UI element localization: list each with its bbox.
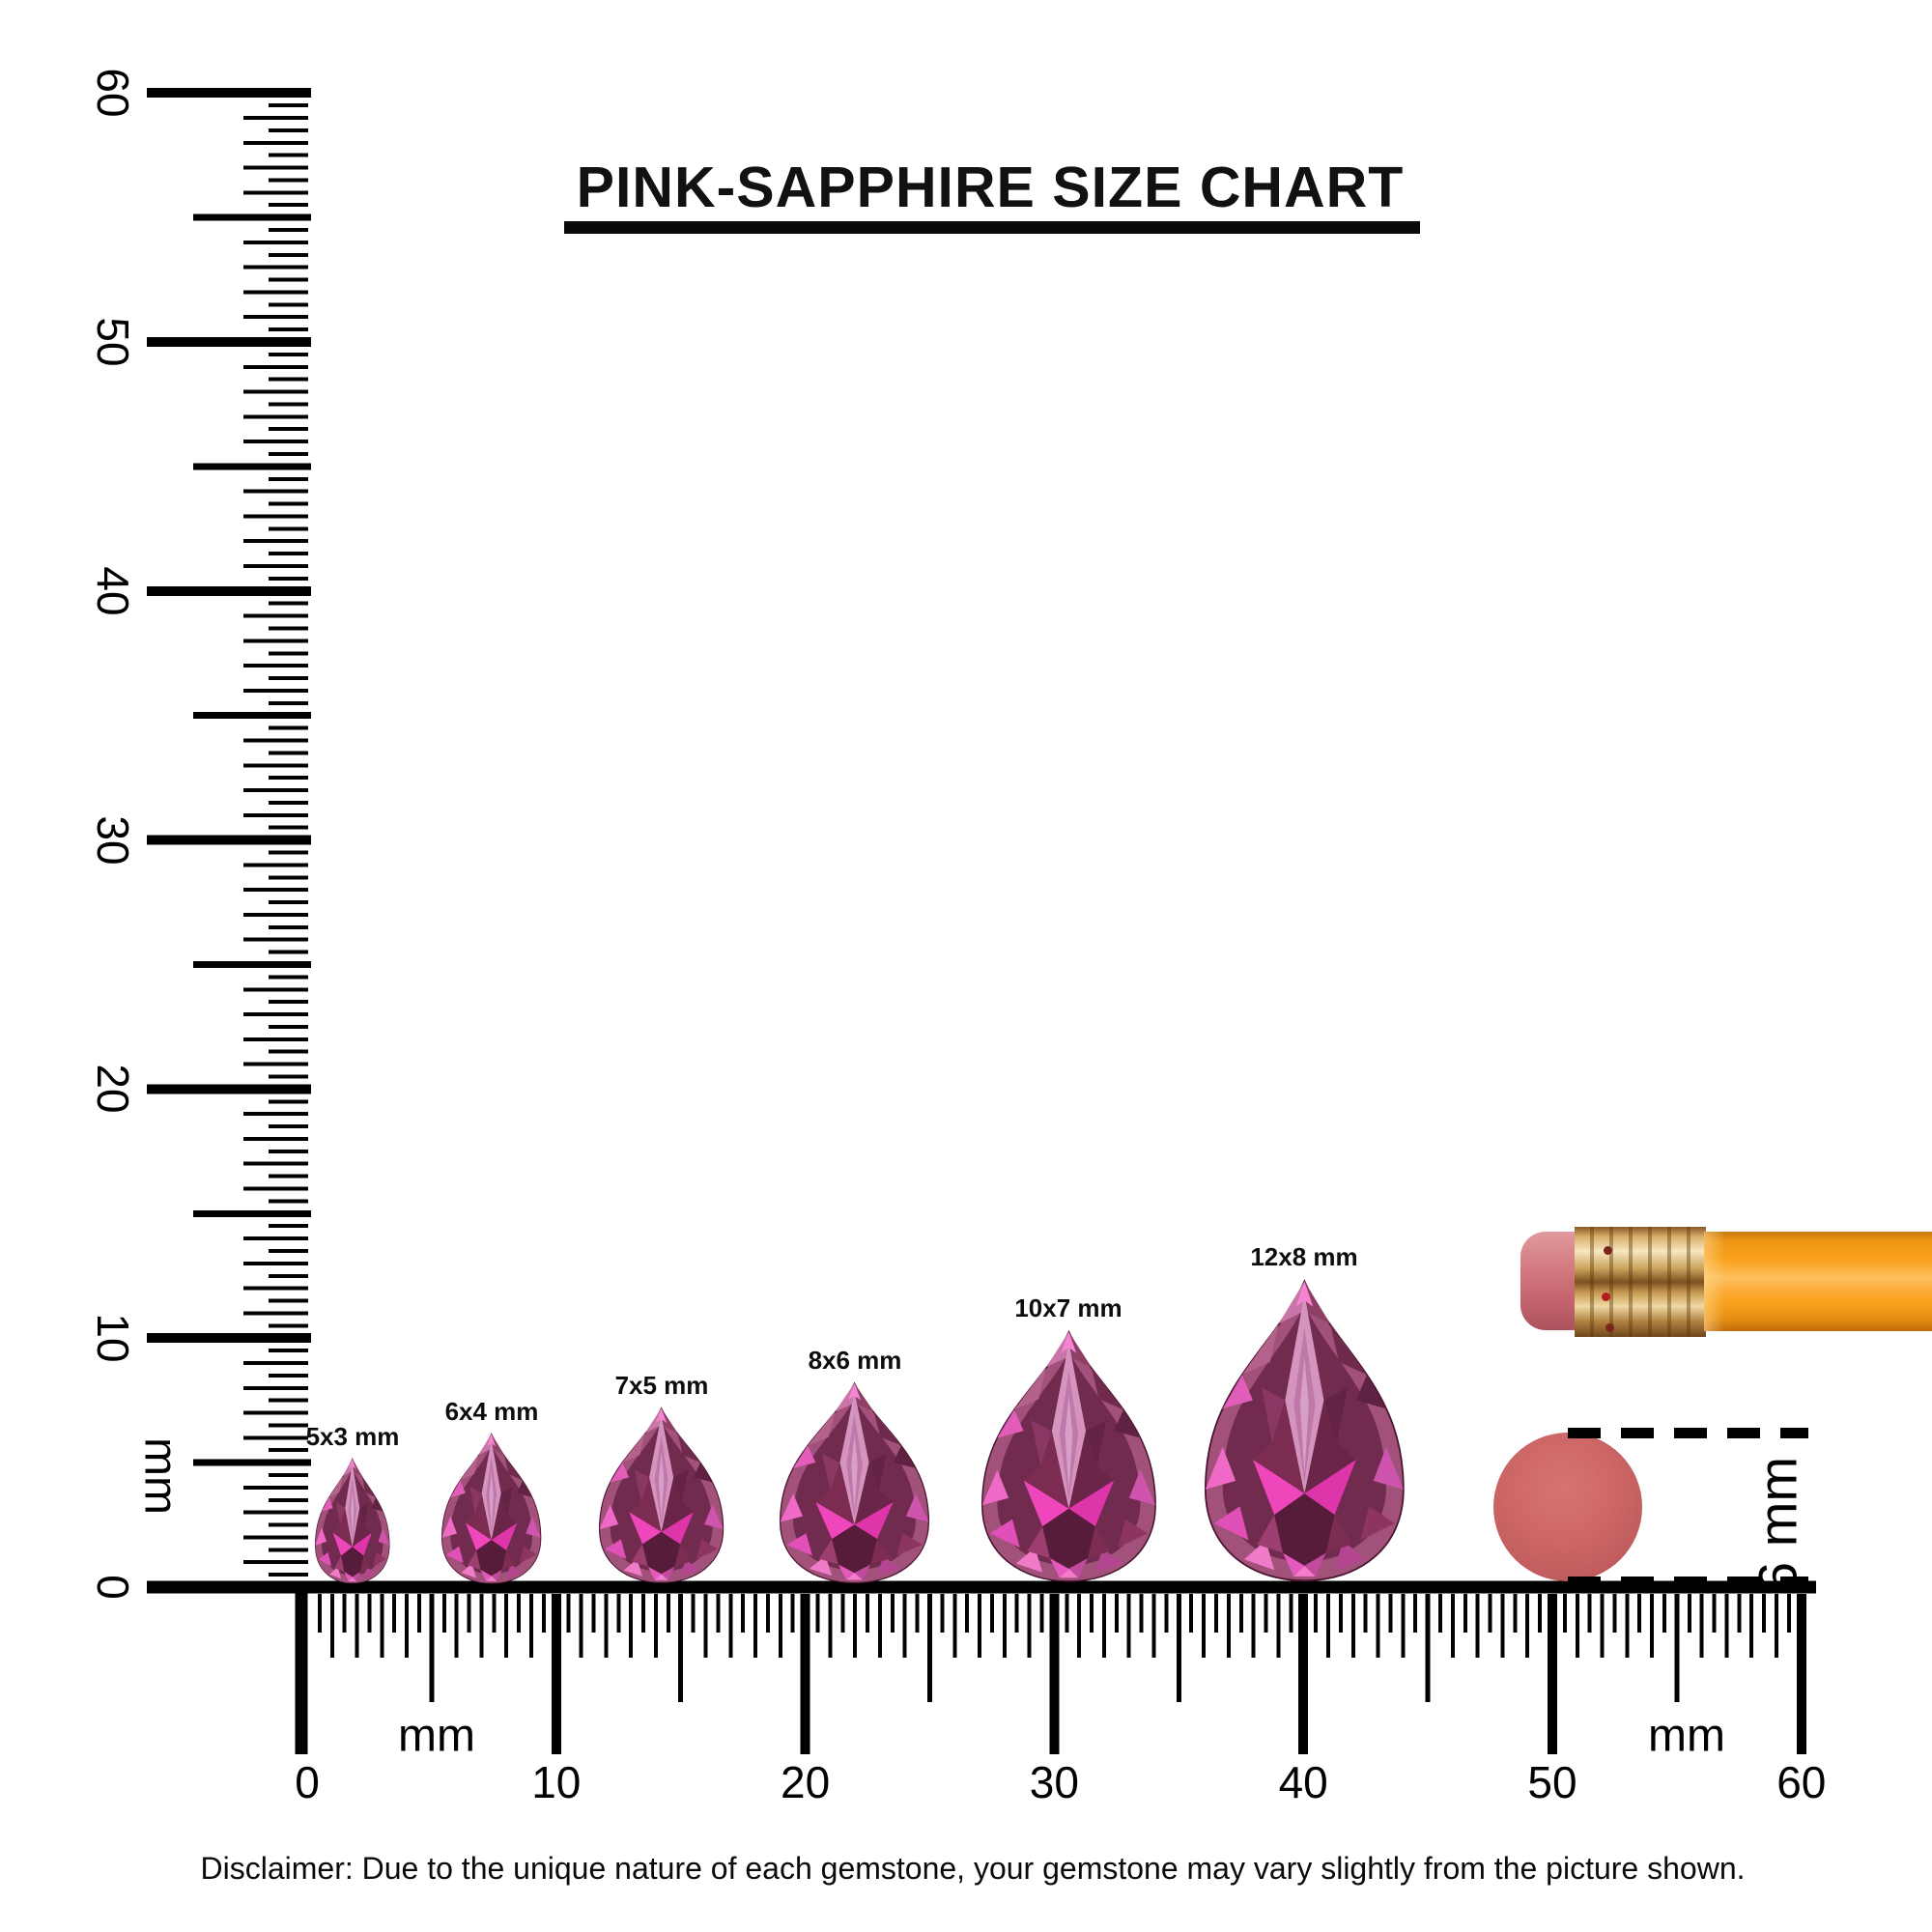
pencil-ferrule (1575, 1227, 1706, 1337)
pencil-icon (1520, 1227, 1932, 1337)
pear-gem-icon (441, 1433, 542, 1584)
title-underline (564, 221, 1420, 234)
gem: 12x8 mm (1197, 1242, 1412, 1585)
h-ruler-number: 50 (1527, 1757, 1577, 1807)
gem-size-label: 12x8 mm (1250, 1242, 1358, 1272)
h-ruler-number: 30 (1029, 1757, 1079, 1807)
ferrule-dot (1604, 1246, 1612, 1255)
ferrule-dot (1602, 1293, 1610, 1301)
page-title: PINK-SAPPHIRE SIZE CHART (576, 156, 1405, 219)
disc-diameter-label: 6 mm (1747, 1457, 1808, 1592)
gem-size-label: 8x6 mm (808, 1345, 902, 1375)
pencil-eraser-tip (1520, 1232, 1577, 1330)
vertical-ruler-unit: mm (134, 1437, 186, 1515)
v-ruler-number: 40 (88, 566, 138, 616)
gem-size-label: 10x7 mm (1014, 1293, 1122, 1323)
pear-gem-icon (980, 1331, 1156, 1583)
pear-gem-icon (1204, 1280, 1405, 1582)
gem: 6x4 mm (438, 1397, 545, 1585)
pencil-body (1704, 1232, 1932, 1331)
gem: 7x5 mm (594, 1371, 728, 1585)
h-ruler-number: 40 (1278, 1757, 1328, 1807)
h-ruler-number: 0 (295, 1757, 320, 1807)
v-ruler-number: 30 (88, 815, 138, 866)
pear-gem-icon (780, 1381, 930, 1583)
v-ruler-number: 10 (88, 1313, 138, 1363)
gem: 8x6 mm (774, 1346, 935, 1585)
pear-gem-icon (599, 1406, 724, 1584)
gem: 10x7 mm (975, 1293, 1163, 1585)
horizontal-ruler-unit-right: mm (1648, 1710, 1725, 1762)
measure-dash-top (1568, 1428, 1808, 1438)
h-ruler-number: 20 (781, 1757, 831, 1807)
measure-dash-bottom (1568, 1577, 1808, 1587)
horizontal-ruler-unit-left: mm (398, 1710, 475, 1762)
v-ruler-number: 0 (88, 1575, 138, 1600)
v-ruler-number: 60 (88, 68, 138, 118)
ferrule-dot (1605, 1323, 1614, 1332)
h-ruler-number: 60 (1776, 1757, 1827, 1807)
gem-size-label: 6x4 mm (444, 1396, 539, 1426)
pear-gem-icon (315, 1458, 390, 1584)
gem: 5x3 mm (306, 1422, 399, 1585)
gem-size-label: 7x5 mm (614, 1371, 709, 1401)
gem-size-label: 5x3 mm (305, 1422, 400, 1452)
v-ruler-number: 20 (88, 1064, 138, 1114)
disclaimer-text: Disclaimer: Due to the unique nature of … (200, 1851, 1746, 1886)
v-ruler-number: 50 (88, 317, 138, 367)
eraser-disc-icon (1493, 1433, 1642, 1581)
h-ruler-number: 10 (531, 1757, 582, 1807)
